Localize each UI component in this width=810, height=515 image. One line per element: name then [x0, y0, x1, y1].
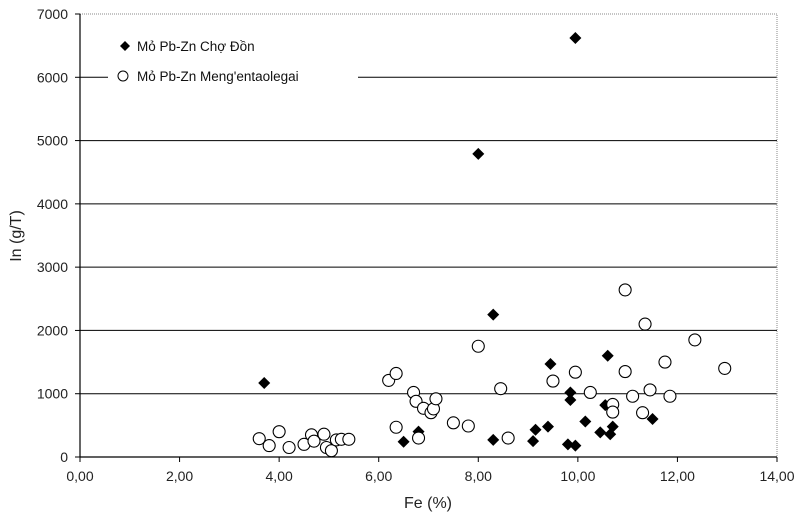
- x-axis-title: Fe (%): [404, 495, 452, 512]
- data-point-circle: [429, 392, 443, 406]
- data-point-circle: [252, 432, 266, 446]
- y-tick-label: 0: [60, 449, 68, 465]
- data-point-circle: [494, 382, 508, 396]
- x-tick-label: 14,00: [759, 468, 794, 484]
- data-point-circle: [658, 355, 672, 369]
- data-point-diamond: [487, 433, 500, 446]
- x-tick-label: 4,00: [266, 468, 293, 484]
- data-point-circle: [342, 432, 356, 446]
- data-point-circle: [389, 420, 403, 434]
- y-tick-label: 3000: [37, 259, 68, 275]
- data-point-diamond: [564, 394, 577, 407]
- data-point-circle: [471, 339, 485, 353]
- data-point-diamond: [606, 420, 619, 433]
- legend-item-mengentaolegai: Mỏ Pb-Zn Meng'entaolegai: [117, 69, 299, 84]
- data-point-circle: [446, 416, 460, 430]
- x-tick-label: 0,00: [66, 468, 93, 484]
- grid-lines: [80, 76, 777, 395]
- y-tick-label: 4000: [37, 196, 68, 212]
- data-point-circle: [272, 425, 286, 439]
- data-point-circle: [643, 383, 657, 397]
- legend-label-mengentaolegai: Mỏ Pb-Zn Meng'entaolegai: [137, 69, 299, 84]
- data-point-circle: [307, 434, 321, 448]
- legend-filled-diamond-icon: [120, 41, 130, 51]
- data-point-circle: [618, 283, 632, 297]
- data-point-circle: [663, 389, 677, 403]
- data-point-diamond: [258, 376, 271, 389]
- y-tick-label: 2000: [37, 322, 68, 338]
- data-point-diamond: [594, 426, 607, 439]
- data-point-diamond: [646, 413, 659, 426]
- data-point-diamond: [544, 357, 557, 370]
- y-tick-label: 6000: [37, 69, 68, 85]
- data-point-circle: [389, 366, 403, 381]
- data-point-circle: [626, 389, 640, 403]
- x-tick-label: 6,00: [365, 468, 392, 484]
- data-point-circle: [546, 374, 560, 388]
- data-point-diamond: [561, 438, 574, 451]
- data-point-diamond: [541, 420, 554, 433]
- data-point-circle: [411, 431, 426, 445]
- y-tick-label: 7000: [37, 6, 68, 22]
- data-point-diamond: [569, 439, 582, 452]
- x-tick-label: 2,00: [166, 468, 193, 484]
- x-tick-label: 8,00: [465, 468, 492, 484]
- data-point-diamond: [529, 423, 542, 436]
- data-point-circle: [317, 427, 331, 441]
- x-tick-label: 12,00: [660, 468, 695, 484]
- y-tick-label: 1000: [37, 386, 68, 402]
- data-point-circle: [618, 365, 632, 379]
- data-point-circle: [568, 365, 582, 379]
- x-tick-label: 10,00: [560, 468, 595, 484]
- data-point-circle: [501, 431, 515, 445]
- y-axis-title: In (g/T): [8, 210, 25, 262]
- data-point-circle: [282, 440, 296, 455]
- legend-open-circle-icon: [117, 70, 129, 82]
- data-point-diamond: [487, 308, 500, 321]
- data-point-diamond: [569, 32, 582, 45]
- data-point-circle: [606, 405, 620, 419]
- data-points: [252, 32, 732, 458]
- data-point-diamond: [472, 147, 485, 160]
- data-point-diamond: [601, 349, 614, 362]
- y-tick-label: 5000: [37, 133, 68, 149]
- data-point-circle: [461, 419, 475, 433]
- data-point-circle: [262, 439, 276, 453]
- data-point-circle: [636, 406, 650, 420]
- legend-label-cho-don: Mỏ Pb-Zn Chợ Đồn: [137, 39, 255, 54]
- data-point-diamond: [397, 435, 410, 448]
- data-point-diamond: [579, 415, 592, 428]
- legend-background: [108, 36, 358, 88]
- legend-item-cho-don: Mỏ Pb-Zn Chợ Đồn: [120, 39, 255, 54]
- y-axis-ticks: 0 1000 2000 3000 4000 5000 6000 7000: [37, 6, 80, 465]
- legend: Mỏ Pb-Zn Chợ Đồn Mỏ Pb-Zn Meng'entaolega…: [108, 36, 358, 88]
- data-point-circle: [638, 317, 652, 331]
- x-axis-ticks: 0,00 2,00 4,00 6,00 8,00 10,00 12,00 14,00: [66, 457, 795, 484]
- axes: [79, 14, 777, 458]
- data-point-circle: [688, 333, 702, 347]
- data-point-circle: [718, 361, 732, 375]
- data-point-circle: [583, 385, 597, 399]
- data-point-diamond: [564, 386, 577, 399]
- data-point-circle: [324, 444, 338, 458]
- data-point-diamond: [527, 435, 540, 448]
